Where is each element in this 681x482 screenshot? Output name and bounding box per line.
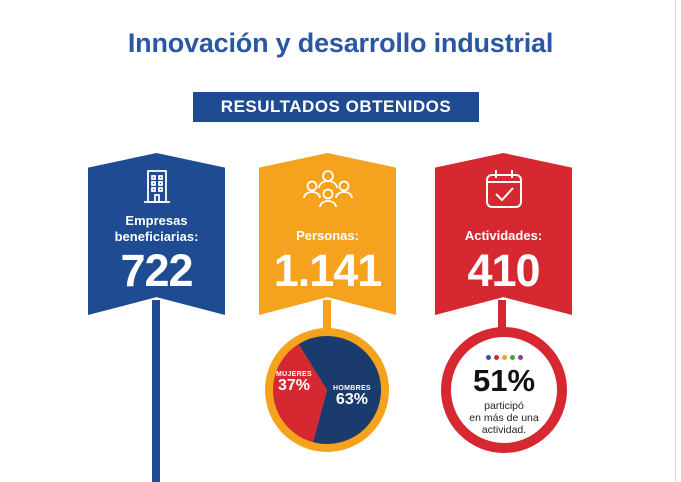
activities-value: 410 — [467, 245, 540, 296]
building-icon — [88, 168, 225, 204]
companies-label: Empresas beneficiarias: — [114, 213, 199, 244]
orange-pole — [323, 300, 331, 330]
color-dots — [451, 355, 557, 360]
participation-circle: 51% participó en más de una actividad. — [441, 327, 567, 453]
people-group-icon — [259, 168, 396, 208]
blue-pole — [152, 300, 160, 482]
pie-slice-men — [298, 336, 382, 445]
people-card: Personas: 1.141 — [259, 153, 396, 315]
participation-note: participó en más de una actividad. — [469, 400, 539, 436]
participation-percent: 51% — [472, 363, 536, 398]
section-badge: RESULTADOS OBTENIDOS — [193, 92, 479, 122]
people-label: Personas: — [296, 228, 359, 243]
page-title: Innovación y desarrollo industrial — [127, 28, 554, 58]
women-percent: 37% — [277, 377, 310, 394]
people-value: 1.141 — [273, 245, 383, 296]
page-edge-rule — [675, 0, 676, 482]
calendar-check-icon — [435, 168, 572, 210]
color-dot — [485, 355, 491, 360]
pie-slice-women — [273, 344, 327, 443]
men-label: HOMBRES — [333, 385, 371, 392]
color-dot — [501, 355, 507, 360]
women-label-group: MUJERES 37% — [276, 371, 312, 394]
color-dot — [493, 355, 499, 360]
activities-card: Actividades: 410 — [435, 153, 572, 315]
men-label-group: HOMBRES 63% — [333, 385, 371, 408]
color-dot — [509, 355, 515, 360]
men-percent: 63% — [335, 391, 368, 408]
companies-value: 722 — [120, 245, 193, 296]
gender-pie: MUJERES 37% HOMBRES 63% — [263, 326, 391, 454]
red-pole — [498, 300, 506, 330]
companies-card: Empresas beneficiarias: 722 — [88, 153, 225, 315]
color-dot — [517, 355, 523, 360]
activities-label: Actividades: — [464, 228, 543, 243]
women-label: MUJERES — [276, 371, 312, 378]
